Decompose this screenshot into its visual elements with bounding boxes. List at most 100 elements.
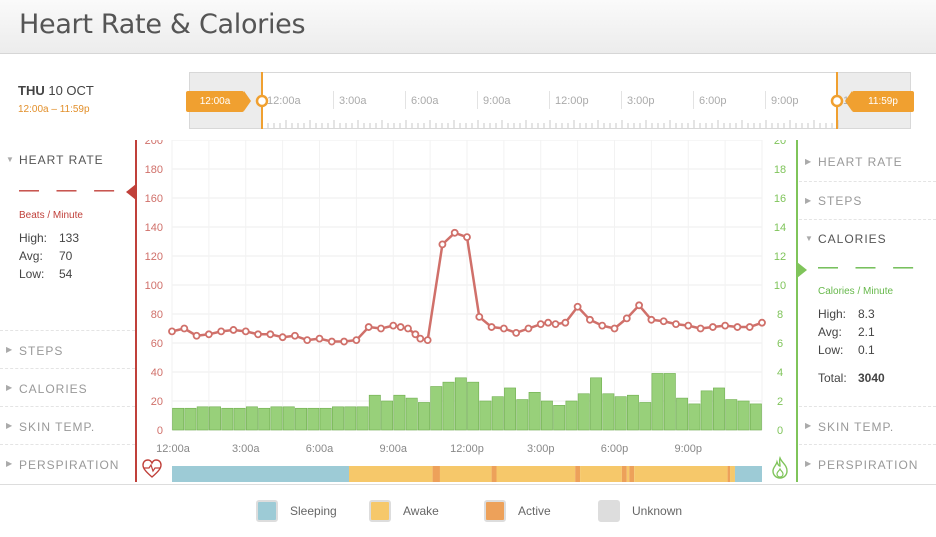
calories-bar [430,386,443,431]
heart-rate-point [438,240,447,249]
right-metric-skin-temp[interactable]: ▶ SKIN TEMP. [799,406,936,444]
heart-rate-point [278,333,287,342]
x-tick-label: 12:00a [156,443,191,455]
heart-rate-point [416,334,425,343]
timeline-tick-label: 12:00p [555,95,589,107]
left-axis-pointer [126,184,136,200]
right-axis-pointer [797,262,807,278]
activity-band-segment [580,466,622,482]
calories-bar [196,406,209,431]
caret-right-icon: ▶ [6,421,14,430]
heart-rate-point [241,327,250,336]
heart-rate-point [229,326,238,334]
heart-rate-point [475,312,484,321]
calories-current: — — — [818,256,920,278]
calories-bar [749,403,762,431]
heart-rate-point [733,323,742,331]
heart-rate-point [450,228,459,237]
heart-rate-point [524,324,533,333]
heart-rate-point [352,336,361,345]
heart-rate-point [598,321,607,330]
cal-high-stat: High: 8.3 [818,307,875,321]
y-right-tick-label: 20 [774,140,786,147]
calories-bar [245,406,258,431]
timeline-tick-label: 6:00a [411,95,439,107]
heart-rate-point [204,330,213,339]
timeline-scrubber[interactable]: 12:00a 3:00a 6:00a 9:00a 12:00p 3:00p 6:00p 9:0… [189,72,911,129]
heart-rate-point [396,323,405,331]
calories-bar [258,407,271,431]
legend-swatch [369,500,391,522]
heart-rate-point [315,334,324,343]
cal-total-stat: Total: 3040 [818,371,885,385]
heart-rate-point [708,323,717,331]
heart-rate-point [551,320,560,329]
y-left-tick-label: 160 [145,193,163,205]
heart-rate-current: — — — [19,179,121,201]
heart-rate-point [291,331,299,340]
timeline-separator [693,91,694,109]
right-metric-calories[interactable]: ▼ CALORIES [799,219,936,409]
timeline-tick-label: 12:00a [267,95,301,107]
caret-right-icon: ▶ [6,345,14,354]
day-name: THU [18,83,45,98]
right-metric-steps[interactable]: ▶ STEPS [799,181,936,219]
heart-rate-point [487,323,496,331]
right-metric-perspiration[interactable]: ▶ PERSPIRATION [799,444,936,482]
timeline-separator [405,91,406,109]
calories-bar [663,373,676,431]
calories-bar [405,397,418,431]
heart-rate-point [180,324,189,333]
calories-bar [577,393,590,431]
y-right-tick-label: 12 [774,251,786,263]
activity-band-segment [432,466,440,482]
timeline-separator [261,91,262,109]
heart-pulse-icon [142,459,162,478]
heart-rate-point [758,318,766,327]
timeline-end-tag[interactable]: 11:59p [852,91,914,112]
calories-bar [565,400,578,431]
legend-item-awake: Awake [369,499,439,523]
legend-item-active: Active [484,499,551,523]
activity-band-segment [626,466,630,482]
right-metric-heart-rate[interactable]: ▶ HEART RATE [805,155,903,169]
left-metric-heart-rate[interactable]: ▼ HEART RATE [0,153,135,333]
x-tick-label: 12:00p [450,443,484,455]
timeline-separator [477,91,478,109]
heart-rate-point [659,317,668,326]
left-metric-skin-temp[interactable]: ▶ SKIN TEMP. [0,406,135,444]
heart-rate-point [647,315,656,324]
calories-bar [725,399,738,431]
calories-bar [602,393,615,431]
caret-right-icon: ▶ [805,196,813,205]
calories-bar [700,390,713,431]
calories-bar [688,403,701,431]
heart-rate-point [544,318,553,327]
calories-bar [590,377,603,431]
x-tick-label: 9:00p [674,443,702,455]
activity-band-segment [172,466,349,482]
calories-bar [356,406,369,431]
calories-bar [442,381,455,431]
calories-bar [319,407,332,431]
calories-bar [307,407,320,431]
left-metric-perspiration[interactable]: ▶ PERSPIRATION [0,444,135,482]
heart-rate-point [254,330,262,339]
calories-bar [737,400,750,431]
y-left-tick-label: 200 [145,140,163,147]
heart-rate-point [672,320,680,329]
calories-bar [467,381,480,431]
y-left-tick-label: 60 [151,338,163,350]
left-metric-steps[interactable]: ▶ STEPS [0,330,135,368]
y-left-tick-label: 20 [151,396,163,408]
calories-bar [282,406,295,431]
timeline-separator [333,91,334,109]
heart-rate-point [411,330,420,339]
legend-swatch [256,500,278,522]
timeline-start-tag[interactable]: 12:00a [186,91,244,112]
calories-bar [516,399,529,431]
x-tick-label: 6:00p [601,443,629,455]
calories-bar [344,406,357,431]
left-metric-calories[interactable]: ▶ CALORIES [0,368,135,406]
legend-swatch [598,500,620,522]
